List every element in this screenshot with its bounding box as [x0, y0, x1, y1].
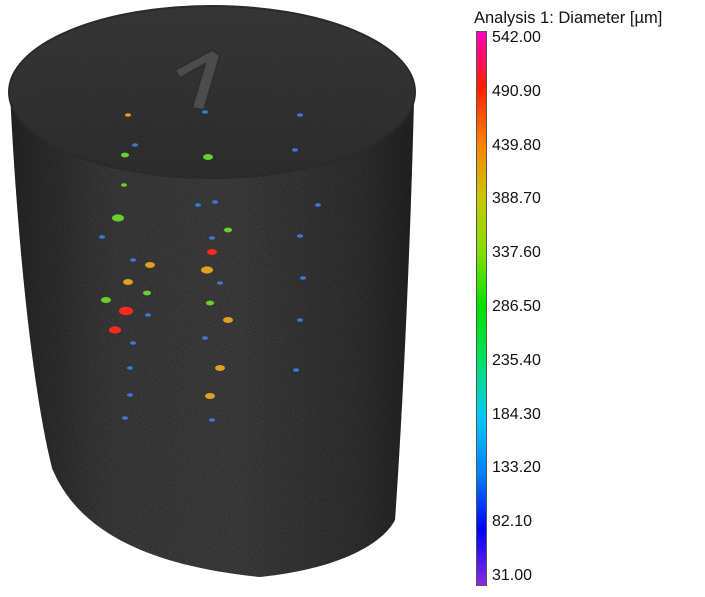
legend-tick-label: 184.30 — [492, 405, 541, 423]
pore-marker — [212, 200, 218, 204]
pore-marker — [99, 235, 105, 239]
pore-marker — [202, 336, 208, 340]
color-scale-bar — [476, 31, 487, 586]
pore-marker — [203, 154, 213, 160]
pore-marker — [224, 227, 232, 233]
pore-marker — [223, 317, 233, 323]
pore-marker — [125, 113, 131, 117]
pore-marker — [297, 234, 303, 238]
pore-marker — [122, 416, 128, 420]
pore-marker — [123, 279, 133, 285]
pore-marker — [119, 306, 133, 316]
legend-tick-label: 235.40 — [492, 351, 541, 369]
pore-marker — [205, 393, 215, 399]
legend-tick-label: 490.90 — [492, 82, 541, 100]
pore-marker — [121, 183, 127, 187]
ct-render-viewport — [8, 5, 416, 577]
legend-tick-label: 542.00 — [492, 29, 541, 46]
pore-marker — [202, 110, 208, 114]
pore-marker — [209, 418, 215, 422]
pore-marker — [127, 393, 133, 397]
legend-tick-label: 31.00 — [492, 567, 533, 584]
pore-cluster — [99, 110, 321, 422]
legend-title: Analysis 1: Diameter [µm] — [474, 9, 663, 27]
pore-marker — [121, 152, 129, 158]
pore-marker — [297, 318, 303, 322]
pore-marker — [145, 313, 151, 317]
specimen-cylinder — [8, 5, 416, 577]
pore-marker — [127, 366, 133, 370]
pore-marker — [215, 365, 225, 371]
legend-tick-label: 439.80 — [492, 136, 541, 154]
pore-marker — [145, 262, 155, 268]
pore-marker — [297, 113, 303, 117]
pore-marker — [209, 236, 215, 240]
pore-marker — [300, 276, 306, 280]
pore-marker — [195, 203, 201, 207]
pore-marker — [130, 258, 136, 262]
legend-tick-label: 133.20 — [492, 459, 541, 477]
pore-marker — [130, 341, 136, 345]
pore-marker — [112, 214, 124, 222]
pore-marker — [315, 203, 321, 207]
pore-marker — [201, 266, 213, 274]
pore-marker — [109, 326, 121, 334]
legend-tick-label: 286.50 — [492, 298, 541, 315]
pore-marker — [293, 368, 299, 372]
pore-marker — [143, 290, 151, 296]
pore-marker — [217, 281, 223, 285]
legend-tick-label: 337.60 — [492, 244, 541, 262]
pore-marker — [101, 297, 111, 303]
pore-marker — [206, 300, 214, 306]
engraved-number-mark — [173, 48, 222, 112]
pore-marker — [207, 249, 217, 255]
legend-tick-label: 82.10 — [492, 513, 533, 531]
legend-tick-label: 388.70 — [492, 190, 541, 208]
pore-marker — [292, 148, 298, 152]
pore-marker — [132, 143, 138, 147]
